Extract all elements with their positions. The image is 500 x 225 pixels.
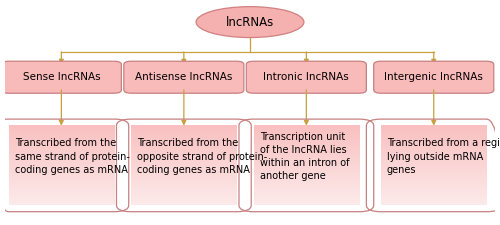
Text: Transcribed from the
same strand of protein-
coding genes as mRNA: Transcribed from the same strand of prot… <box>14 138 130 175</box>
Text: Intronic lncRNAs: Intronic lncRNAs <box>264 72 349 82</box>
Text: Transcribed from the
opposite strand of protein-
coding genes as mRNA: Transcribed from the opposite strand of … <box>137 138 268 175</box>
Text: lncRNAs: lncRNAs <box>226 16 274 29</box>
Text: Intergenic lncRNAs: Intergenic lncRNAs <box>384 72 483 82</box>
FancyBboxPatch shape <box>246 61 366 93</box>
FancyBboxPatch shape <box>374 61 494 93</box>
Text: Sense lncRNAs: Sense lncRNAs <box>22 72 100 82</box>
FancyBboxPatch shape <box>2 61 122 93</box>
Ellipse shape <box>196 7 304 38</box>
Text: Antisense lncRNAs: Antisense lncRNAs <box>135 72 232 82</box>
Text: Transcription unit
of the lncRNA lies
within an intron of
another gene: Transcription unit of the lncRNA lies wi… <box>260 132 349 181</box>
Text: Transcribed from a region
lying outside mRNA
genes: Transcribed from a region lying outside … <box>387 138 500 175</box>
FancyBboxPatch shape <box>124 61 244 93</box>
